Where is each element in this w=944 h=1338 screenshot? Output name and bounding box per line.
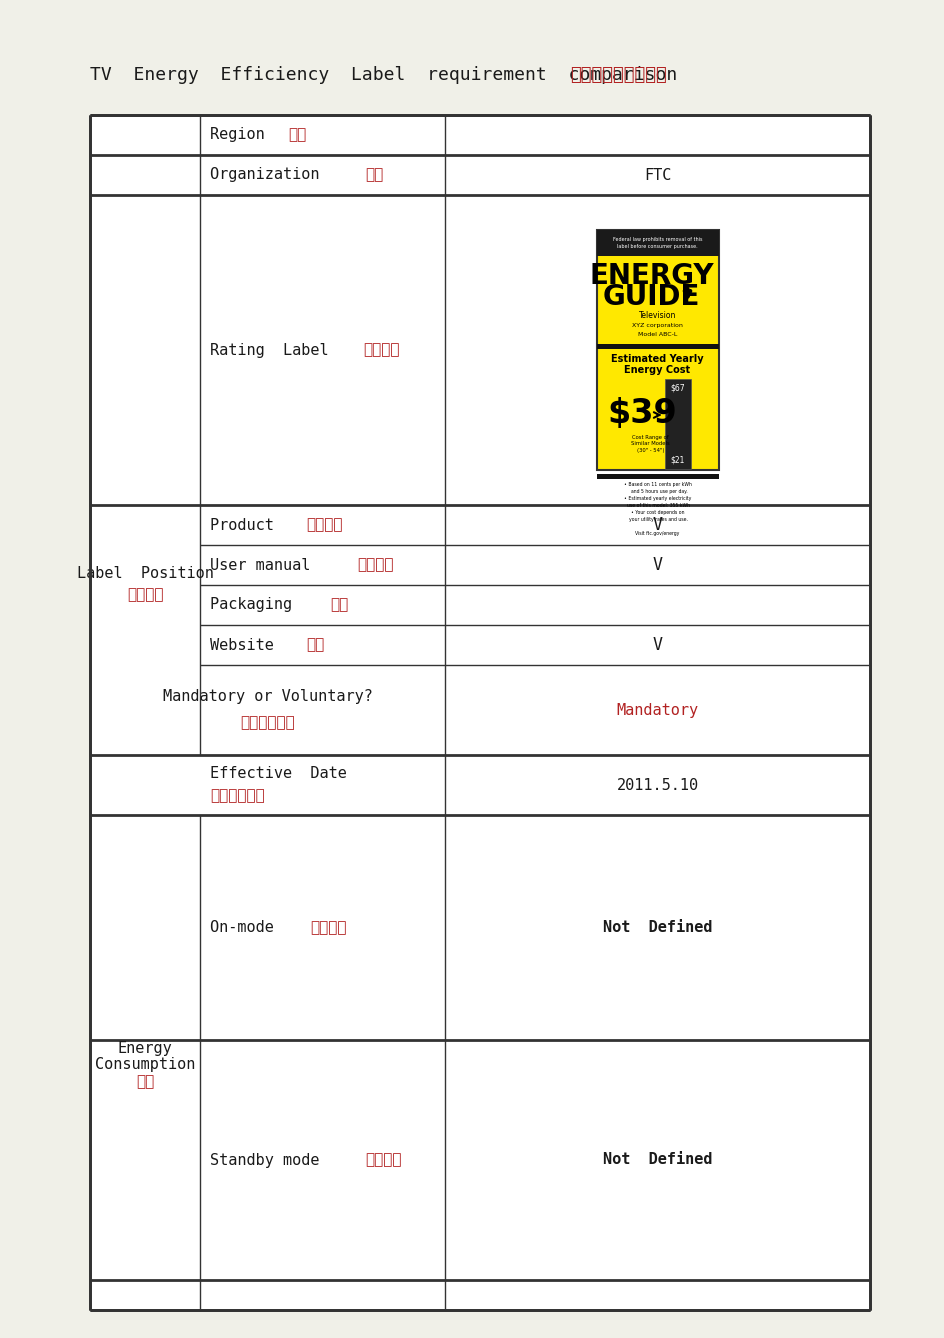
Bar	[664, 379, 690, 470]
Text: 電視能效標簽比較表: 電視能效標簽比較表	[569, 66, 666, 84]
Text: Energy Cost: Energy Cost	[624, 365, 690, 375]
Text: V: V	[651, 636, 662, 654]
Text: 2011.5.10: 2011.5.10	[615, 777, 698, 792]
Text: ENERGY: ENERGY	[588, 262, 713, 290]
Text: Organization: Organization	[210, 167, 337, 182]
Text: GUIDE: GUIDE	[602, 284, 700, 310]
Text: On-mode: On-mode	[210, 921, 292, 935]
Text: 操作手冊: 操作手冊	[357, 558, 393, 573]
Text: V: V	[651, 557, 662, 574]
Text: 能效標簽: 能效標簽	[362, 343, 399, 357]
Text: 地區: 地區	[288, 127, 306, 143]
Text: 組織: 組織	[364, 167, 383, 182]
Text: TV  Energy  Efficiency  Label  requirement  comparison: TV Energy Efficiency Label requirement c…	[90, 66, 677, 84]
Text: Label  Position: Label Position	[76, 566, 213, 581]
Text: 強制性與否？: 強制性與否？	[240, 716, 295, 731]
Text: Region: Region	[210, 127, 282, 143]
Text: Estimated Yearly: Estimated Yearly	[611, 355, 703, 364]
Text: Effective  Date: Effective Date	[210, 767, 346, 781]
Text: 開機模式: 開機模式	[310, 921, 346, 935]
Text: Standby mode: Standby mode	[210, 1152, 337, 1168]
Text: Television: Television	[638, 310, 676, 320]
Text: 產品本身: 產品本身	[306, 518, 342, 533]
Text: Product: Product	[210, 518, 292, 533]
Bar	[596, 474, 717, 479]
Text: Federal law prohibits removal of this
label before consumer purchase.: Federal law prohibits removal of this la…	[612, 237, 701, 249]
Text: Rating  Label: Rating Label	[210, 343, 346, 357]
Text: Consumption: Consumption	[94, 1057, 195, 1072]
Bar	[90, 115, 869, 1310]
Text: Not  Defined: Not Defined	[602, 1152, 712, 1168]
Bar	[596, 230, 717, 470]
Text: • Based on 11 cents per kWh
  and 5 hours use per day.
• Estimated yearly electr: • Based on 11 cents per kWh and 5 hours …	[623, 482, 691, 537]
Text: XYZ corporation: XYZ corporation	[632, 324, 683, 329]
Text: Energy: Energy	[117, 1041, 172, 1056]
Text: Website: Website	[210, 637, 292, 653]
Text: $67: $67	[669, 384, 684, 392]
Text: Mandatory or Voluntary?: Mandatory or Voluntary?	[162, 689, 372, 705]
Text: Packaging: Packaging	[210, 598, 310, 613]
Text: Mandatory: Mandatory	[615, 702, 698, 717]
Text: V: V	[651, 516, 662, 534]
Text: Cost Range of
Similar Models
(30" - 54"): Cost Range of Similar Models (30" - 54")	[631, 435, 669, 452]
Text: Not  Defined: Not Defined	[602, 921, 712, 935]
Bar	[596, 344, 717, 349]
Text: 能耗: 能耗	[136, 1074, 154, 1089]
Text: 標簽位置: 標簽位置	[126, 587, 163, 602]
Text: 包裝: 包裝	[329, 598, 348, 613]
Text: User manual: User manual	[210, 558, 329, 573]
Text: 法規生效日期: 法規生效日期	[210, 788, 264, 804]
Text: $39: $39	[607, 396, 677, 429]
Text: 網站: 網站	[306, 637, 324, 653]
Text: $21: $21	[669, 455, 684, 464]
Text: 待機模式: 待機模式	[364, 1152, 401, 1168]
Bar	[596, 230, 717, 256]
Text: Model ABC-L: Model ABC-L	[637, 333, 677, 337]
Text: FTC: FTC	[643, 167, 670, 182]
